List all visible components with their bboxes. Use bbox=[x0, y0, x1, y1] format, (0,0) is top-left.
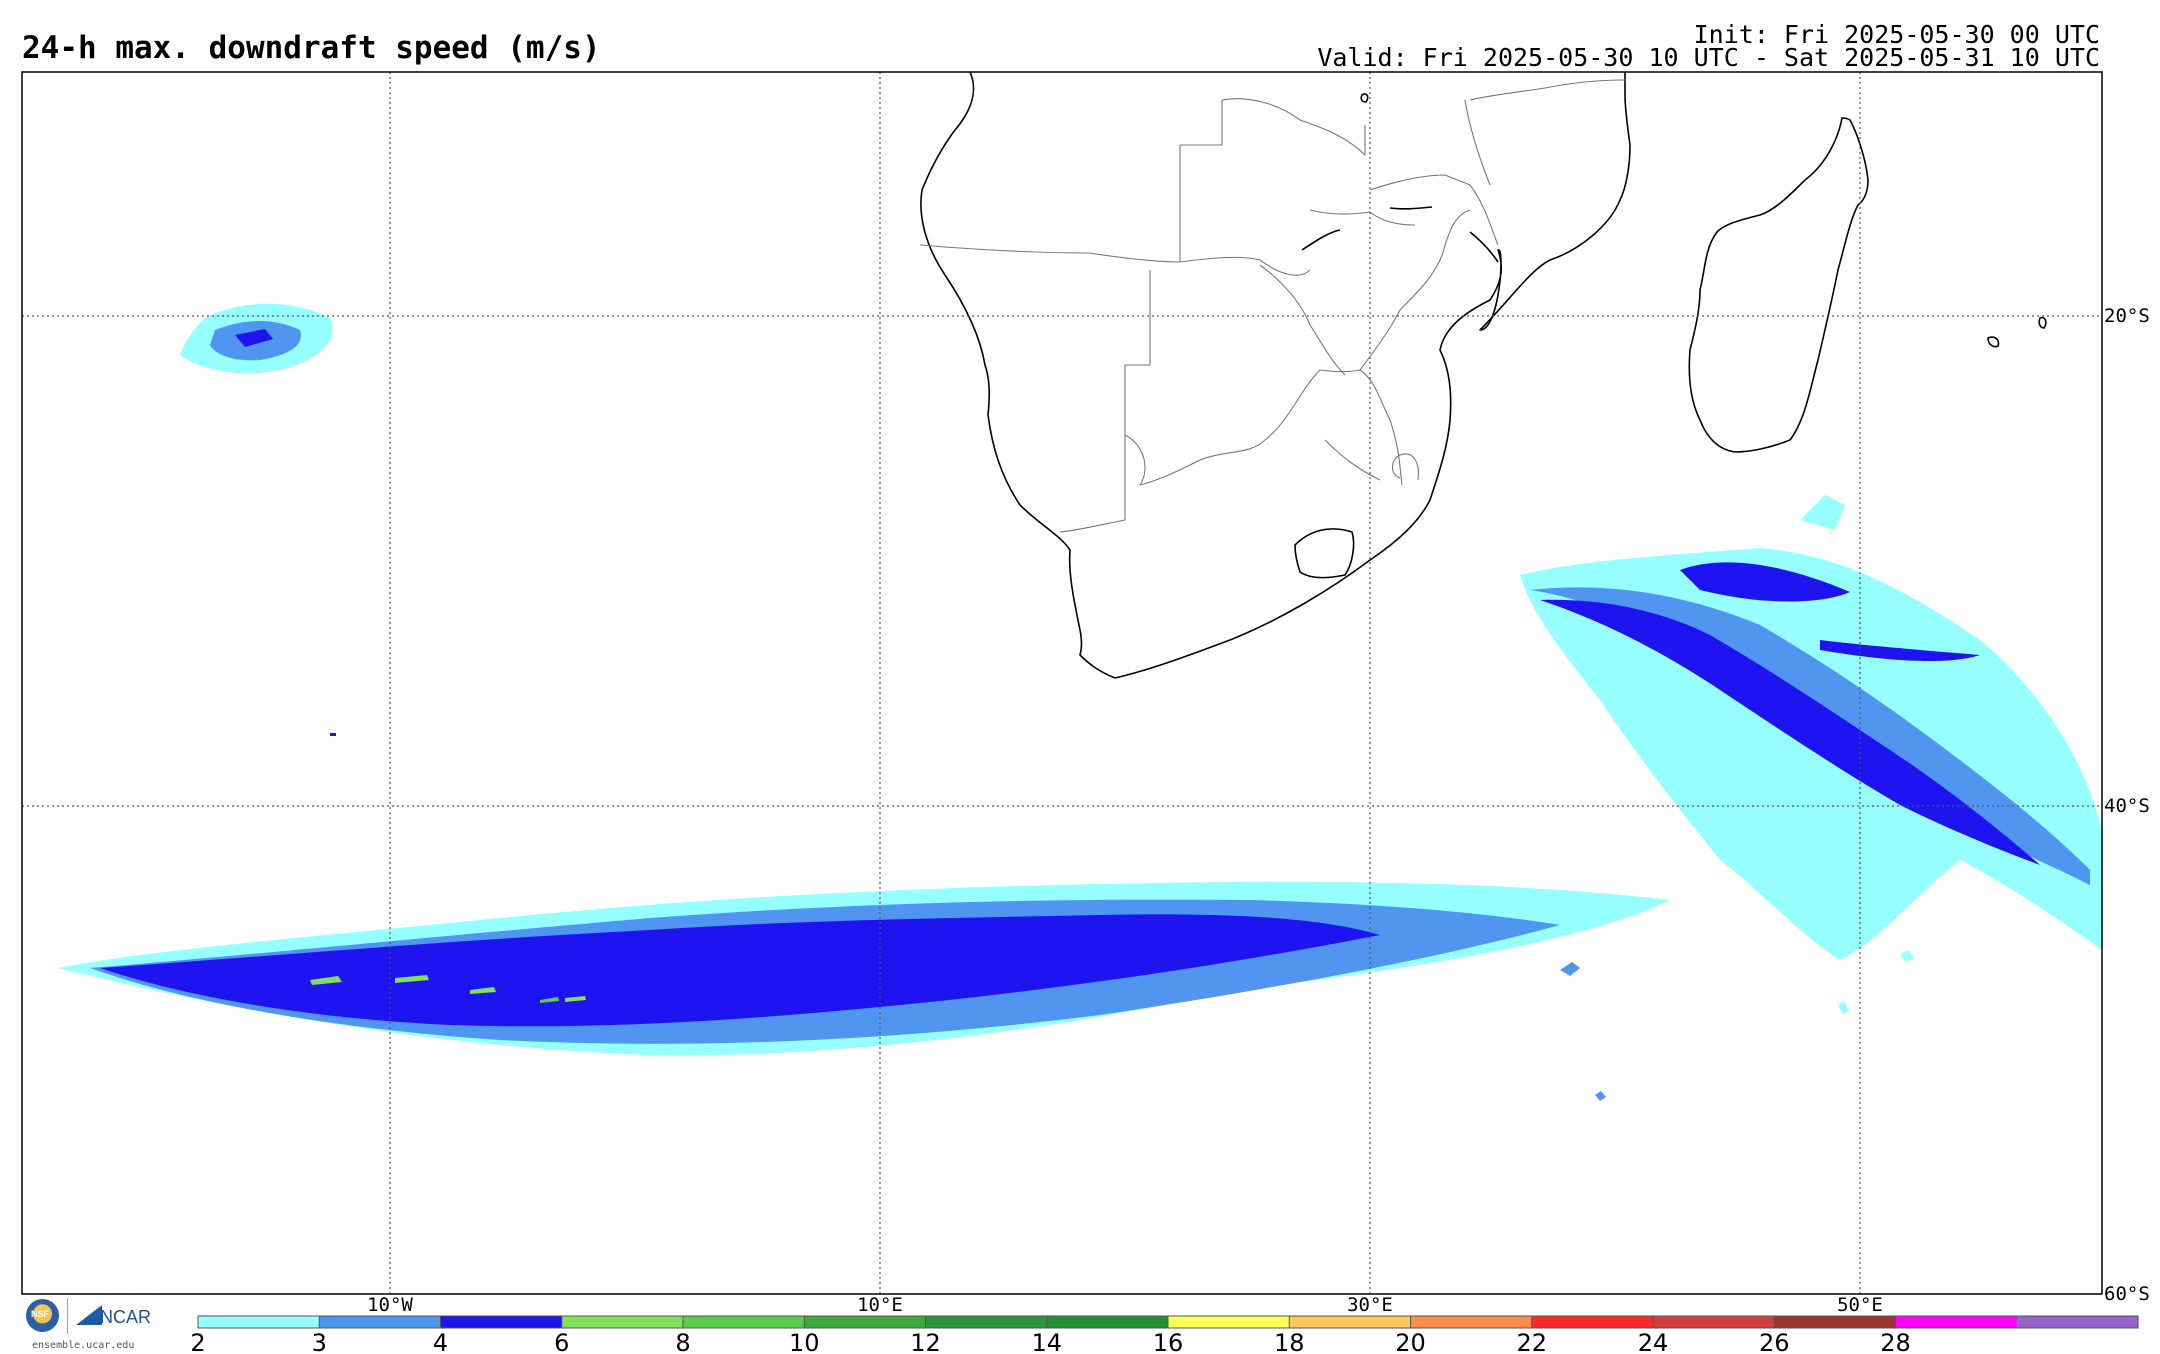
colorbar-segment bbox=[440, 1316, 563, 1328]
colorbar-segment bbox=[1774, 1316, 1897, 1328]
colorbar: 2 3 4 6 8 10 12 14 16 18 20 22 24 26 28 bbox=[190, 1315, 2139, 1354]
logo-area: NSF NCAR ensemble.ucar.edu bbox=[20, 1296, 170, 1352]
downdraft-field-east bbox=[1520, 495, 2102, 960]
logo-divider bbox=[67, 1298, 68, 1334]
init-time: Init: Fri 2025-05-30 00 UTC bbox=[1693, 20, 2100, 49]
lon-label-30e: 30°E bbox=[1347, 1294, 1393, 1316]
colorbar-segment bbox=[198, 1316, 320, 1328]
colorbar-label: 26 bbox=[1759, 1329, 1790, 1354]
lat-label-20s: 20°S bbox=[2104, 305, 2150, 327]
lat-label-60s: 60°S bbox=[2104, 1283, 2150, 1305]
colorbar-label: 18 bbox=[1274, 1329, 1305, 1354]
colorbar-label: 16 bbox=[1153, 1329, 1184, 1354]
colorbar-segment bbox=[925, 1316, 1048, 1328]
colorbar-label: 24 bbox=[1638, 1329, 1669, 1354]
nsf-logo bbox=[26, 1299, 59, 1332]
downdraft-patches bbox=[180, 303, 1914, 1101]
colorbar-segment bbox=[1168, 1316, 1290, 1328]
map-title: 24-h max. downdraft speed (m/s) bbox=[22, 30, 601, 66]
colorbar-segment bbox=[804, 1316, 927, 1328]
colorbar-label: 6 bbox=[554, 1329, 569, 1354]
map-frame bbox=[21, 71, 2103, 1295]
colorbar-label: 14 bbox=[1031, 1329, 1062, 1354]
colorbar-segment bbox=[561, 1316, 684, 1328]
colorbar-label: 8 bbox=[675, 1329, 690, 1354]
colorbar-label: 3 bbox=[312, 1329, 327, 1354]
downdraft-field-west bbox=[58, 881, 1670, 1056]
colorbar-segment bbox=[683, 1316, 805, 1328]
colorbar-label: 20 bbox=[1395, 1329, 1426, 1354]
colorbar-label: 4 bbox=[433, 1329, 448, 1354]
colorbar-segment bbox=[2016, 1316, 2139, 1328]
colorbar-label: 12 bbox=[910, 1329, 941, 1354]
ncar-logo-icon bbox=[76, 1305, 102, 1325]
lat-label-40s: 40°S bbox=[2104, 795, 2150, 817]
graticule bbox=[22, 72, 2102, 1294]
colorbar-segment bbox=[1531, 1316, 1654, 1328]
lon-label-50e: 50°E bbox=[1837, 1294, 1883, 1316]
site-url: ensemble.ucar.edu bbox=[32, 1340, 135, 1351]
colorbar-segment bbox=[1653, 1316, 1775, 1328]
country-borders bbox=[919, 79, 1626, 533]
colorbar-segment bbox=[1895, 1316, 2018, 1328]
colorbar-label: 22 bbox=[1516, 1329, 1547, 1354]
colorbar-segment bbox=[1289, 1316, 1412, 1328]
colorbar-segment bbox=[1046, 1316, 1169, 1328]
colorbar-label: 2 bbox=[190, 1329, 205, 1354]
valid-time: Valid: Fri 2025-05-30 10 UTC - Sat 2025-… bbox=[1317, 43, 2100, 72]
colorbar-segment bbox=[1410, 1316, 1533, 1328]
ncar-logo-text: NCAR bbox=[100, 1307, 152, 1327]
nsf-logo-text: NSF bbox=[31, 1309, 49, 1319]
coastlines bbox=[920, 72, 2047, 679]
colorbar-label: 10 bbox=[789, 1329, 820, 1354]
lon-label-10w: 10°W bbox=[367, 1294, 413, 1316]
lon-label-10e: 10°E bbox=[857, 1294, 903, 1316]
colorbar-label: 28 bbox=[1880, 1329, 1911, 1354]
colorbar-segment bbox=[319, 1316, 442, 1328]
